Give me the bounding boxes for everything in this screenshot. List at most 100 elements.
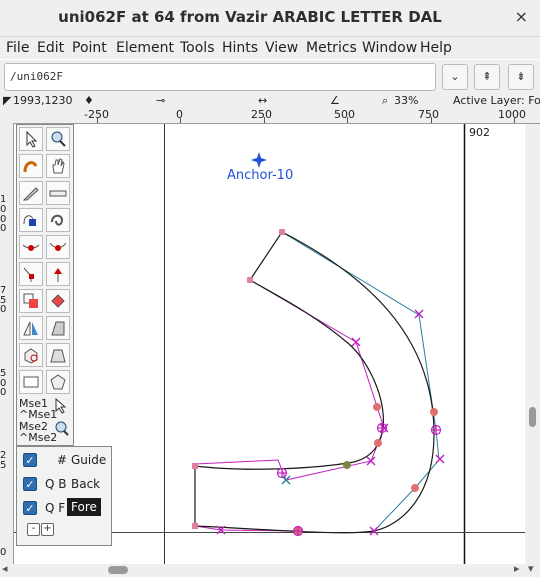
anchor-icon[interactable] [251, 152, 267, 168]
ruler-label: 0 [0, 214, 7, 225]
corner-point-icon[interactable] [19, 262, 43, 286]
control-lines [194, 231, 440, 532]
menu-help[interactable]: Help [420, 40, 452, 56]
pointer-tool[interactable] [19, 127, 43, 151]
ruler-label: 5 [0, 368, 7, 379]
ruler-icon[interactable] [46, 181, 70, 205]
layers-palette: ✓ # Guide ✓ Q B Back ✓ Q F Fore - + [16, 446, 112, 546]
ruler-label: 1 [0, 194, 7, 205]
menu-hints[interactable]: Hints [222, 40, 259, 56]
menu-metrics[interactable]: Metrics [306, 40, 357, 56]
rotate3d-icon[interactable] [19, 343, 43, 367]
cursor-arrow-icon: ◤ [3, 94, 12, 107]
vertical-ruler: 1 0 0 0 7 5 0 5 0 0 2 5 0 [0, 123, 14, 564]
hvcurve-icon[interactable] [19, 208, 43, 232]
layer-prefix: # [57, 453, 68, 467]
chevron-down-icon[interactable]: ⌄ [442, 64, 468, 90]
magnify-icon[interactable] [46, 127, 70, 151]
layer-prefix: Q F [45, 501, 66, 515]
ruler-label: 0 [0, 304, 7, 315]
info-bar: ◤ 1993,1230 ♦ ⊸ ↔ ∠ ⌕ 33% Active Layer: … [0, 94, 540, 108]
point-icon: ♦ [84, 94, 94, 107]
layer-visible-checkbox[interactable]: ✓ [23, 501, 37, 515]
layer-row-guide[interactable]: ✓ # Guide [17, 449, 111, 471]
menu-element[interactable]: Element [116, 40, 174, 56]
distance-icon: ↔ [258, 94, 268, 107]
knife-icon[interactable] [19, 181, 43, 205]
scroll-thumb[interactable] [529, 407, 536, 427]
advance-width-label: 902 [469, 126, 490, 139]
hand-scroll-icon[interactable] [46, 154, 70, 178]
mouse1-tool-label: Mse1 [19, 397, 48, 410]
glyph-outline-svg[interactable]: 902 Anchor-10 [14, 124, 525, 564]
ruler-label: -250 [84, 108, 109, 121]
scroll-left-icon[interactable]: ◂ [2, 562, 8, 575]
perspective-icon[interactable] [46, 343, 70, 367]
menu-file[interactable]: File [6, 40, 30, 56]
zoom-icon: ⌕ [382, 94, 389, 107]
layer-row-back[interactable]: ✓ Q B Back [17, 473, 111, 495]
remove-layer-button[interactable]: - [27, 523, 40, 536]
scroll-down-icon[interactable]: ▾ [528, 562, 534, 575]
cursor-coords: 1993,1230 [13, 94, 73, 107]
active-layer: Active Layer: Fo [453, 94, 540, 107]
freehand-icon[interactable] [19, 154, 43, 178]
scale-icon[interactable] [19, 289, 43, 313]
ruler-label: 0 [0, 204, 7, 215]
tool-palette: Mse1 ^Mse1 Mse2 ^Mse2 [16, 124, 74, 446]
ruler-label: 5 [0, 295, 7, 306]
mouse-tool-icons [55, 397, 69, 436]
menu-window[interactable]: Window [362, 40, 418, 56]
close-icon[interactable]: × [514, 7, 528, 26]
menu-point[interactable]: Point [72, 40, 107, 56]
layer-visible-checkbox[interactable]: ✓ [23, 453, 37, 467]
ruler-label: 250 [251, 108, 272, 121]
hv-point-icon[interactable] [46, 235, 70, 259]
window-title: uni062F at 64 from Vazir ARABIC LETTER D… [58, 8, 442, 26]
horizontal-scrollbar[interactable]: ◂ ▸ ▾ [0, 562, 540, 577]
layer-name: Guide [71, 453, 107, 467]
anchor-label: Anchor-10 [227, 168, 293, 183]
ruler-label: 500 [334, 108, 355, 121]
ruler-ticks [97, 117, 515, 123]
ruler-label: 0 [0, 378, 7, 389]
layer-visible-checkbox[interactable]: ✓ [23, 477, 37, 491]
menu-tools[interactable]: Tools [180, 40, 215, 56]
tangent-point-icon[interactable] [46, 262, 70, 286]
layer-row-fore[interactable]: ✓ Q F Fore [17, 497, 111, 519]
ruler-label: 1000 [498, 108, 526, 121]
rectangle-icon[interactable] [19, 370, 43, 394]
next-glyph-button[interactable]: ⇟ [508, 64, 534, 90]
ruler-label: 750 [418, 108, 439, 121]
ruler-label: 2 [0, 450, 7, 461]
glyph-outline [194, 231, 435, 534]
ruler-label: 0 [0, 387, 7, 398]
layer-prefix: Q B [45, 477, 67, 491]
spiro-icon[interactable] [46, 208, 70, 232]
polygon-icon[interactable] [46, 370, 70, 394]
flip-icon[interactable] [19, 316, 43, 340]
glyph-path-input[interactable]: /uni062F [4, 63, 436, 91]
scroll-right-icon[interactable]: ▸ [514, 562, 520, 575]
horizontal-ruler: -250 0 250 500 750 1000 [0, 108, 540, 124]
angle-icon: ∠ [330, 94, 340, 107]
skew-icon[interactable] [46, 316, 70, 340]
mouse2-ctrl-tool-label: ^Mse2 [19, 431, 58, 444]
menu-edit[interactable]: Edit [37, 40, 65, 56]
add-layer-button[interactable]: + [41, 523, 54, 536]
scroll-thumb[interactable] [108, 566, 128, 574]
rotate-icon[interactable] [46, 289, 70, 313]
control-handles [216, 309, 445, 536]
ruler-label: 0 [0, 547, 7, 558]
menu-view[interactable]: View [265, 40, 299, 56]
ruler-label: 5 [0, 460, 7, 471]
curve-point-icon[interactable] [19, 235, 43, 259]
ruler-label: 0 [176, 108, 183, 121]
mouse1-ctrl-tool-label: ^Mse1 [19, 408, 58, 421]
zoom-level: 33% [394, 94, 419, 107]
prev-glyph-button[interactable]: ⇞ [474, 64, 500, 90]
ruler-label: 7 [0, 285, 7, 296]
menu-bar: File Edit Point Element Tools Hints View… [0, 37, 540, 59]
vertical-scrollbar[interactable] [525, 124, 540, 564]
mouse2-tool-label: Mse2 [19, 420, 48, 433]
